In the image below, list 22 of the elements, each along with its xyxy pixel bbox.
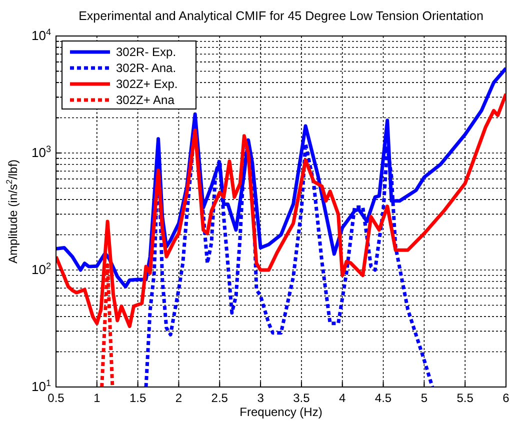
legend-label: 302R- Ana.	[116, 61, 176, 75]
x-tick-label: 0.5	[48, 391, 65, 405]
x-tick-label: 3	[257, 391, 264, 405]
x-tick-label: 4	[339, 391, 346, 405]
legend-label: 302Z+ Exp.	[116, 77, 178, 91]
x-tick-label: 2.5	[211, 391, 228, 405]
y-tick-label: 10$^{1}$	[31, 378, 51, 394]
y-tick-label: 10$^{4}$	[31, 27, 51, 43]
y-tick-label: 10$^{3}$	[31, 144, 51, 160]
x-tick-label: 5.5	[456, 391, 474, 405]
x-tick-label: 4.5	[374, 391, 392, 405]
x-axis-title: Frequency (Hz)	[240, 405, 322, 419]
chart-title: Experimental and Analytical CMIF for 45 Degree Low Tension Orientation	[78, 9, 484, 23]
y-tick-label: 10$^{2}$	[31, 261, 51, 277]
x-tick-label: 2	[175, 391, 182, 405]
x-tick-label: 5	[420, 391, 428, 405]
x-tick-label: 3.5	[293, 391, 310, 405]
legend-label: 302Z+ Ana	[116, 93, 175, 107]
x-tick-label: 6	[502, 391, 510, 405]
x-tick-label: 1	[94, 391, 101, 405]
legend-label: 302R- Exp.	[116, 45, 176, 59]
x-tick-label: 1.5	[129, 391, 146, 405]
